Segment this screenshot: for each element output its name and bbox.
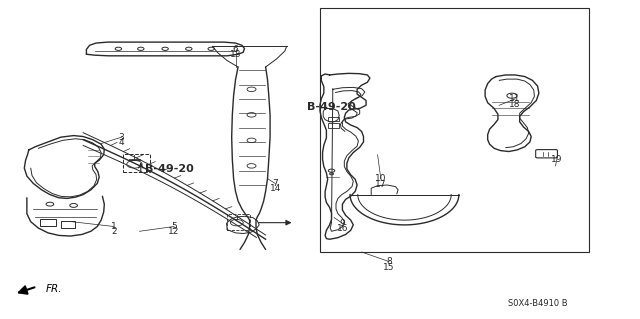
Text: 18: 18 [509, 100, 521, 109]
Text: 10: 10 [375, 174, 387, 183]
Text: 12: 12 [168, 227, 180, 236]
Text: FR.: FR. [46, 284, 63, 294]
Bar [40, 219, 56, 226]
Text: B-49-20: B-49-20 [307, 102, 356, 112]
Text: 3: 3 [119, 133, 124, 142]
Text: 9: 9 [340, 219, 345, 228]
Text: 4: 4 [119, 138, 124, 147]
Bar [328, 123, 339, 128]
Bar [123, 154, 150, 172]
Text: 7: 7 [273, 179, 278, 188]
Text: 8: 8 [387, 257, 392, 266]
Text: 16: 16 [337, 224, 348, 233]
Text: 14: 14 [269, 184, 281, 193]
Text: 11: 11 [509, 94, 521, 103]
Text: 19: 19 [551, 155, 563, 164]
Text: 13: 13 [230, 50, 241, 59]
Bar [61, 221, 75, 228]
Text: 6: 6 [233, 45, 238, 54]
Bar [227, 214, 250, 230]
Text: 5: 5 [172, 222, 177, 231]
Text: 2: 2 [111, 227, 116, 236]
Bar [320, 8, 589, 252]
Text: 15: 15 [383, 263, 395, 271]
Bar [328, 117, 339, 121]
Text: S0X4-B4910 B: S0X4-B4910 B [508, 299, 568, 308]
Text: B-49-20: B-49-20 [145, 164, 194, 174]
Text: 1: 1 [111, 222, 116, 231]
Text: 17: 17 [375, 180, 387, 189]
